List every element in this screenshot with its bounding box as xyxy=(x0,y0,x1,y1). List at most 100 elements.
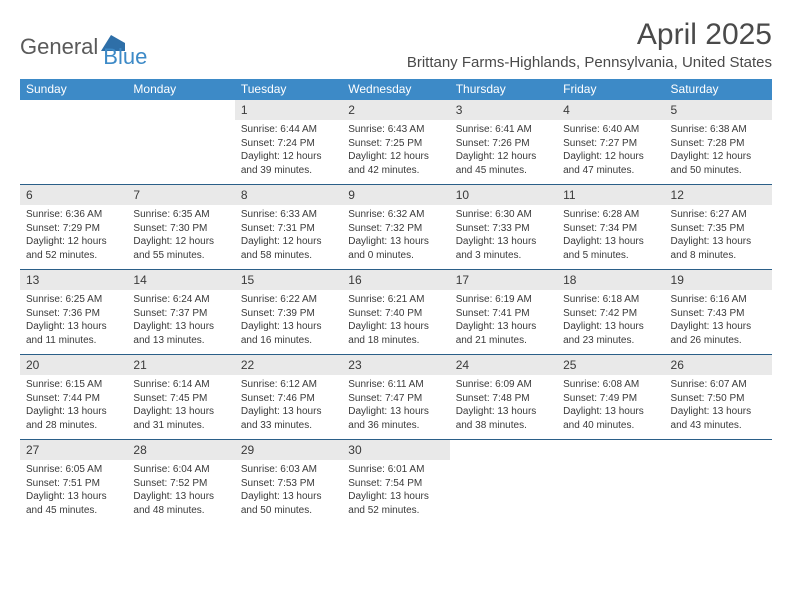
daylight-line2: and 52 minutes. xyxy=(348,504,443,518)
sunrise-text: Sunrise: 6:36 AM xyxy=(26,208,121,222)
sunrise-text: Sunrise: 6:25 AM xyxy=(26,293,121,307)
sunset-text: Sunset: 7:30 PM xyxy=(133,222,228,236)
sunrise-text: Sunrise: 6:15 AM xyxy=(26,378,121,392)
daylight-line2: and 40 minutes. xyxy=(563,419,658,433)
daylight-line1: Daylight: 12 hours xyxy=(348,150,443,164)
day-number: 29 xyxy=(235,440,342,460)
daylight-line2: and 8 minutes. xyxy=(671,249,766,263)
daylight-line2: and 28 minutes. xyxy=(26,419,121,433)
day-cell: 13Sunrise: 6:25 AMSunset: 7:36 PMDayligh… xyxy=(20,270,127,354)
daylight-line2: and 52 minutes. xyxy=(26,249,121,263)
sunset-text: Sunset: 7:44 PM xyxy=(26,392,121,406)
sunset-text: Sunset: 7:33 PM xyxy=(456,222,551,236)
sunset-text: Sunset: 7:52 PM xyxy=(133,477,228,491)
day-number: 2 xyxy=(342,100,449,120)
daylight-line2: and 39 minutes. xyxy=(241,164,336,178)
day-body: Sunrise: 6:15 AMSunset: 7:44 PMDaylight:… xyxy=(20,375,127,432)
day-body: Sunrise: 6:19 AMSunset: 7:41 PMDaylight:… xyxy=(450,290,557,347)
day-number: 6 xyxy=(20,185,127,205)
daylight-line1: Daylight: 13 hours xyxy=(26,490,121,504)
day-cell: 24Sunrise: 6:09 AMSunset: 7:48 PMDayligh… xyxy=(450,355,557,439)
day-cell: 14Sunrise: 6:24 AMSunset: 7:37 PMDayligh… xyxy=(127,270,234,354)
sunset-text: Sunset: 7:49 PM xyxy=(563,392,658,406)
dow-cell: Saturday xyxy=(665,79,772,100)
day-number: 8 xyxy=(235,185,342,205)
day-body: Sunrise: 6:16 AMSunset: 7:43 PMDaylight:… xyxy=(665,290,772,347)
day-body: Sunrise: 6:25 AMSunset: 7:36 PMDaylight:… xyxy=(20,290,127,347)
daylight-line2: and 3 minutes. xyxy=(456,249,551,263)
daylight-line1: Daylight: 12 hours xyxy=(133,235,228,249)
day-cell: 8Sunrise: 6:33 AMSunset: 7:31 PMDaylight… xyxy=(235,185,342,269)
daylight-line2: and 33 minutes. xyxy=(241,419,336,433)
daylight-line2: and 42 minutes. xyxy=(348,164,443,178)
day-number: 24 xyxy=(450,355,557,375)
sunset-text: Sunset: 7:42 PM xyxy=(563,307,658,321)
sunrise-text: Sunrise: 6:22 AM xyxy=(241,293,336,307)
sunrise-text: Sunrise: 6:03 AM xyxy=(241,463,336,477)
sunset-text: Sunset: 7:41 PM xyxy=(456,307,551,321)
sunset-text: Sunset: 7:34 PM xyxy=(563,222,658,236)
day-body: Sunrise: 6:27 AMSunset: 7:35 PMDaylight:… xyxy=(665,205,772,262)
day-cell: 6Sunrise: 6:36 AMSunset: 7:29 PMDaylight… xyxy=(20,185,127,269)
day-cell: 19Sunrise: 6:16 AMSunset: 7:43 PMDayligh… xyxy=(665,270,772,354)
daylight-line1: Daylight: 13 hours xyxy=(348,235,443,249)
brand-logo: General Blue xyxy=(20,24,147,70)
week-row: 20Sunrise: 6:15 AMSunset: 7:44 PMDayligh… xyxy=(20,354,772,439)
day-number: 21 xyxy=(127,355,234,375)
daylight-line1: Daylight: 13 hours xyxy=(671,320,766,334)
daylight-line1: Daylight: 13 hours xyxy=(133,320,228,334)
month-title: April 2025 xyxy=(407,18,772,52)
sunrise-text: Sunrise: 6:27 AM xyxy=(671,208,766,222)
sunrise-text: Sunrise: 6:05 AM xyxy=(26,463,121,477)
sunset-text: Sunset: 7:48 PM xyxy=(456,392,551,406)
day-cell: 21Sunrise: 6:14 AMSunset: 7:45 PMDayligh… xyxy=(127,355,234,439)
daylight-line1: Daylight: 13 hours xyxy=(563,405,658,419)
daylight-line1: Daylight: 13 hours xyxy=(456,320,551,334)
day-body: Sunrise: 6:41 AMSunset: 7:26 PMDaylight:… xyxy=(450,120,557,177)
daylight-line1: Daylight: 13 hours xyxy=(133,405,228,419)
daylight-line2: and 38 minutes. xyxy=(456,419,551,433)
sunrise-text: Sunrise: 6:11 AM xyxy=(348,378,443,392)
day-number: 22 xyxy=(235,355,342,375)
day-cell: 28Sunrise: 6:04 AMSunset: 7:52 PMDayligh… xyxy=(127,440,234,524)
header: General Blue April 2025 Brittany Farms-H… xyxy=(20,18,772,71)
sunset-text: Sunset: 7:51 PM xyxy=(26,477,121,491)
day-number: 16 xyxy=(342,270,449,290)
sunrise-text: Sunrise: 6:44 AM xyxy=(241,123,336,137)
day-number: 7 xyxy=(127,185,234,205)
daylight-line2: and 11 minutes. xyxy=(26,334,121,348)
daylight-line1: Daylight: 12 hours xyxy=(241,150,336,164)
day-cell: 1Sunrise: 6:44 AMSunset: 7:24 PMDaylight… xyxy=(235,100,342,184)
sunset-text: Sunset: 7:27 PM xyxy=(563,137,658,151)
sunset-text: Sunset: 7:54 PM xyxy=(348,477,443,491)
day-cell-empty xyxy=(20,100,127,184)
sunrise-text: Sunrise: 6:28 AM xyxy=(563,208,658,222)
week-row: 1Sunrise: 6:44 AMSunset: 7:24 PMDaylight… xyxy=(20,100,772,184)
dow-cell: Tuesday xyxy=(235,79,342,100)
daylight-line2: and 45 minutes. xyxy=(26,504,121,518)
sunrise-text: Sunrise: 6:01 AM xyxy=(348,463,443,477)
day-cell: 27Sunrise: 6:05 AMSunset: 7:51 PMDayligh… xyxy=(20,440,127,524)
day-body: Sunrise: 6:12 AMSunset: 7:46 PMDaylight:… xyxy=(235,375,342,432)
sunset-text: Sunset: 7:26 PM xyxy=(456,137,551,151)
dow-cell: Sunday xyxy=(20,79,127,100)
sunrise-text: Sunrise: 6:09 AM xyxy=(456,378,551,392)
daylight-line1: Daylight: 13 hours xyxy=(348,320,443,334)
daylight-line1: Daylight: 13 hours xyxy=(563,320,658,334)
day-cell-empty xyxy=(557,440,664,524)
day-body: Sunrise: 6:40 AMSunset: 7:27 PMDaylight:… xyxy=(557,120,664,177)
day-body: Sunrise: 6:44 AMSunset: 7:24 PMDaylight:… xyxy=(235,120,342,177)
week-row: 6Sunrise: 6:36 AMSunset: 7:29 PMDaylight… xyxy=(20,184,772,269)
day-body: Sunrise: 6:14 AMSunset: 7:45 PMDaylight:… xyxy=(127,375,234,432)
daylight-line2: and 13 minutes. xyxy=(133,334,228,348)
daylight-line1: Daylight: 13 hours xyxy=(671,235,766,249)
day-body: Sunrise: 6:08 AMSunset: 7:49 PMDaylight:… xyxy=(557,375,664,432)
daylight-line2: and 31 minutes. xyxy=(133,419,228,433)
day-body: Sunrise: 6:07 AMSunset: 7:50 PMDaylight:… xyxy=(665,375,772,432)
sunrise-text: Sunrise: 6:43 AM xyxy=(348,123,443,137)
daylight-line1: Daylight: 13 hours xyxy=(133,490,228,504)
day-cell: 26Sunrise: 6:07 AMSunset: 7:50 PMDayligh… xyxy=(665,355,772,439)
sunrise-text: Sunrise: 6:16 AM xyxy=(671,293,766,307)
day-cell: 22Sunrise: 6:12 AMSunset: 7:46 PMDayligh… xyxy=(235,355,342,439)
daylight-line2: and 16 minutes. xyxy=(241,334,336,348)
